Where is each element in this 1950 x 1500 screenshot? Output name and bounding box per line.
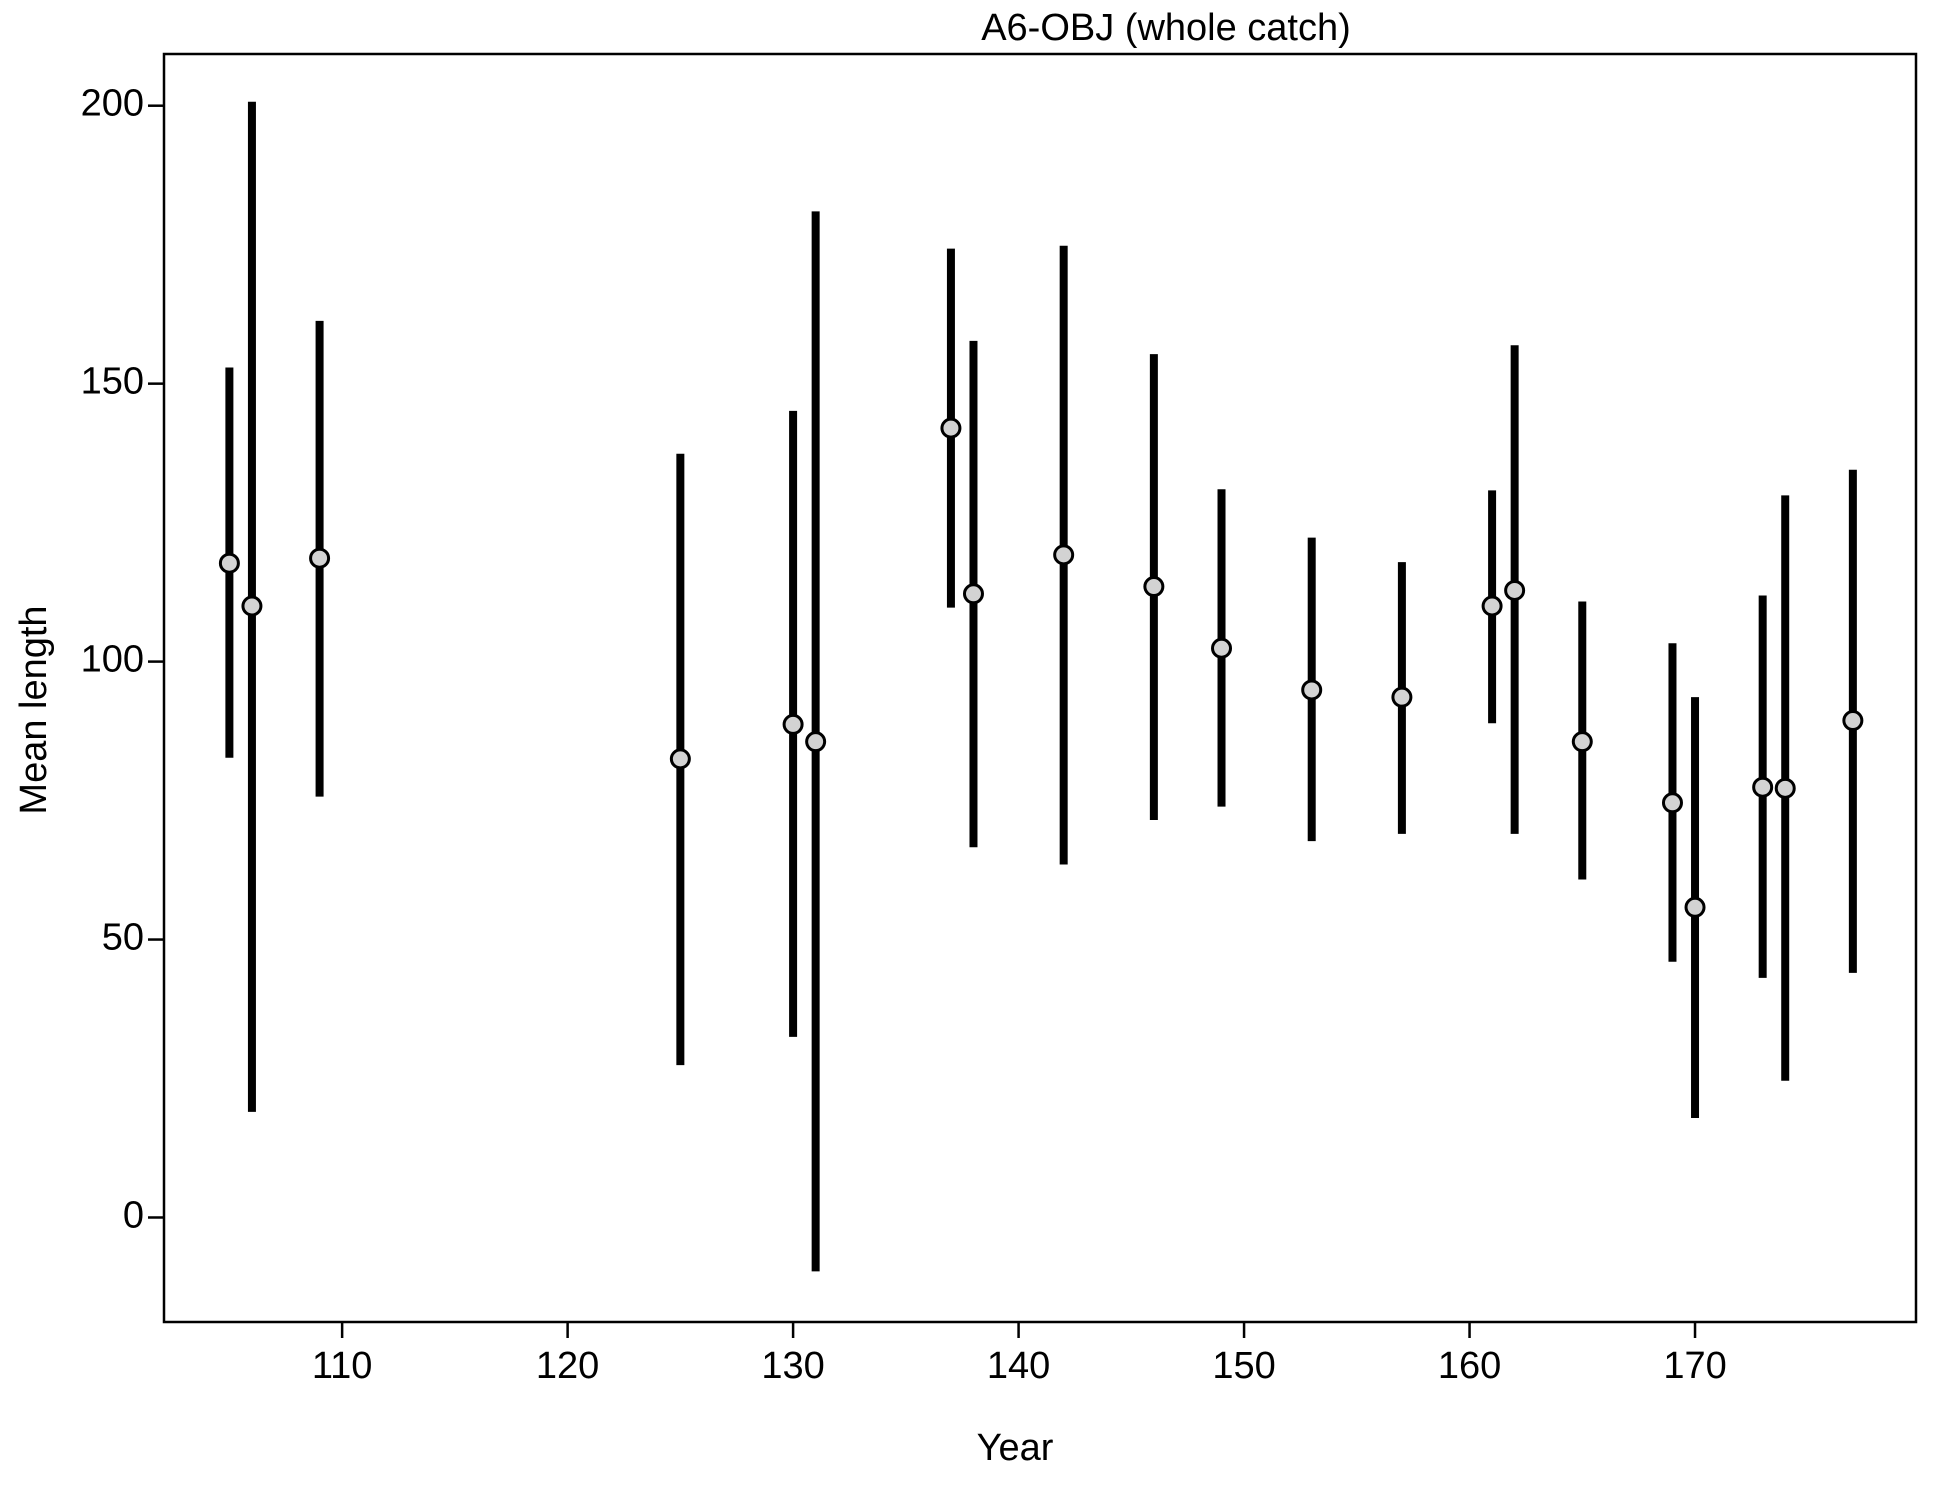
x-tick-label: 150 xyxy=(1212,1345,1275,1387)
mean-point xyxy=(1752,776,1774,798)
mean-point xyxy=(782,713,804,735)
mean-point xyxy=(1053,544,1075,566)
y-axis-label: Mean length xyxy=(13,605,55,814)
mean-point xyxy=(1211,637,1233,659)
mean-point xyxy=(805,731,827,753)
mean-point xyxy=(1504,579,1526,601)
x-tick-label: 120 xyxy=(536,1345,599,1387)
y-tick-label: 50 xyxy=(102,917,144,959)
mean-point xyxy=(940,417,962,439)
mean-point xyxy=(1143,576,1165,598)
x-tick-label: 130 xyxy=(761,1345,824,1387)
mean-point xyxy=(1774,777,1796,799)
x-tick-label: 110 xyxy=(312,1345,373,1387)
chart-title: A6-OBJ (whole catch) xyxy=(981,7,1351,49)
x-tick-label: 170 xyxy=(1663,1345,1726,1387)
mean-point xyxy=(962,583,984,605)
mean-point xyxy=(1684,896,1706,918)
mean-point xyxy=(218,552,240,574)
mean-point xyxy=(1661,792,1683,814)
y-tick-label: 100 xyxy=(81,639,144,681)
y-tick-label: 150 xyxy=(81,361,144,403)
mean-point xyxy=(1481,595,1503,617)
y-tick-label: 0 xyxy=(123,1195,144,1237)
mean-point xyxy=(1391,686,1413,708)
mean-point xyxy=(1301,679,1323,701)
mean-point xyxy=(241,595,263,617)
y-tick-label: 200 xyxy=(81,83,144,125)
plot-frame xyxy=(162,52,1918,1324)
x-tick-label: 140 xyxy=(987,1345,1050,1387)
mean-point xyxy=(1571,731,1593,753)
mean-point xyxy=(1842,710,1864,732)
x-axis-label: Year xyxy=(977,1427,1054,1469)
x-tick-label: 160 xyxy=(1438,1345,1501,1387)
mean-point xyxy=(309,547,331,569)
mean-point xyxy=(669,748,691,770)
